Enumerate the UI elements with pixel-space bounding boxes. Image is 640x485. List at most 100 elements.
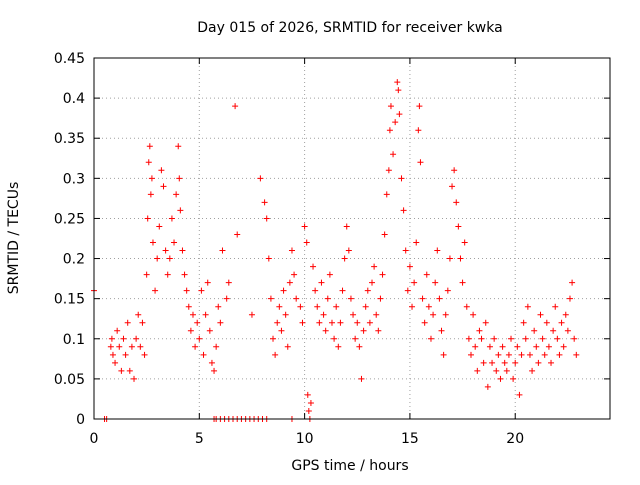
data-point — [377, 295, 384, 302]
data-point — [409, 303, 416, 310]
data-point — [148, 175, 155, 182]
x-tick-label: 20 — [506, 431, 524, 447]
data-point — [415, 127, 422, 134]
data-point — [162, 247, 169, 254]
data-point — [204, 279, 211, 286]
data-point — [318, 279, 325, 286]
data-point — [145, 159, 152, 166]
data-point — [147, 191, 154, 198]
data-point — [375, 327, 382, 334]
data-point — [118, 367, 125, 374]
data-point — [457, 255, 464, 262]
data-point — [362, 303, 369, 310]
data-point — [369, 279, 376, 286]
data-point — [394, 79, 401, 86]
data-point — [158, 167, 165, 174]
data-point — [301, 223, 308, 230]
data-point — [522, 335, 529, 342]
data-point — [434, 247, 441, 254]
data-point — [416, 103, 423, 110]
data-point — [438, 327, 445, 334]
data-point — [272, 351, 279, 358]
data-point — [539, 335, 546, 342]
data-point — [497, 375, 504, 382]
data-point — [293, 295, 300, 302]
data-point — [171, 239, 178, 246]
data-point — [257, 175, 264, 182]
data-point — [436, 295, 443, 302]
data-point — [395, 87, 402, 94]
data-point — [339, 287, 346, 294]
data-point — [263, 215, 270, 222]
data-point — [467, 351, 474, 358]
data-point — [465, 335, 472, 342]
data-point — [276, 303, 283, 310]
data-point — [558, 319, 565, 326]
data-point — [280, 287, 287, 294]
data-point — [176, 175, 183, 182]
data-point — [459, 279, 466, 286]
data-point — [491, 335, 498, 342]
data-point — [518, 351, 525, 358]
data-point — [537, 311, 544, 318]
y-tick-label: 0.35 — [54, 131, 85, 147]
data-point — [248, 311, 255, 318]
data-point — [345, 247, 352, 254]
data-point — [331, 335, 338, 342]
data-point — [146, 143, 153, 150]
data-point — [556, 351, 563, 358]
data-point — [144, 215, 151, 222]
data-point — [126, 367, 133, 374]
data-point — [444, 287, 451, 294]
data-point — [404, 287, 411, 294]
data-point — [133, 335, 140, 342]
data-point — [503, 367, 510, 374]
data-point — [387, 103, 394, 110]
data-point — [571, 335, 578, 342]
data-point — [304, 391, 311, 398]
data-point — [278, 327, 285, 334]
data-point — [120, 335, 127, 342]
data-point — [455, 223, 462, 230]
data-point — [234, 231, 241, 238]
data-point — [168, 215, 175, 222]
plot-frame — [93, 57, 611, 420]
data-point — [225, 279, 232, 286]
data-point — [128, 343, 135, 350]
data-point — [430, 311, 437, 318]
data-point — [137, 343, 144, 350]
y-tick-label: 0.3 — [63, 171, 85, 187]
data-point — [451, 167, 458, 174]
y-tick-label: 0.05 — [54, 372, 85, 388]
data-point — [223, 295, 230, 302]
data-point — [135, 311, 142, 318]
data-point — [175, 143, 182, 150]
data-point — [164, 271, 171, 278]
data-point — [446, 255, 453, 262]
data-point — [114, 327, 121, 334]
data-point — [316, 319, 323, 326]
y-tick-label: 0 — [76, 412, 85, 428]
data-point — [501, 359, 508, 366]
data-point — [535, 359, 542, 366]
data-point — [310, 263, 317, 270]
data-point — [560, 343, 567, 350]
x-tick-label: 15 — [401, 431, 419, 447]
data-point — [179, 247, 186, 254]
data-point — [461, 239, 468, 246]
data-point — [286, 279, 293, 286]
data-point — [333, 303, 340, 310]
data-point — [440, 351, 447, 358]
data-point — [232, 103, 239, 110]
data-point — [423, 271, 430, 278]
data-point — [122, 351, 129, 358]
data-point — [194, 319, 201, 326]
data-point — [156, 223, 163, 230]
data-point — [482, 319, 489, 326]
data-point — [181, 271, 188, 278]
data-point — [385, 167, 392, 174]
data-point — [379, 271, 386, 278]
data-point — [449, 183, 456, 190]
data-point — [510, 375, 517, 382]
